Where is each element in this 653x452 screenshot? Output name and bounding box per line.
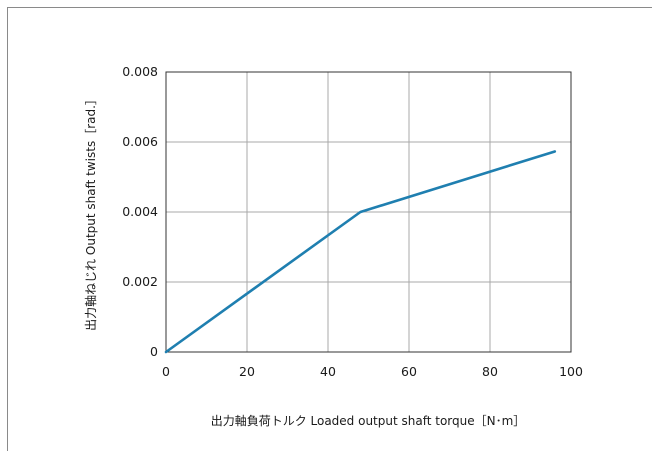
x-tick-label: 100 bbox=[559, 364, 583, 379]
x-tick-label: 80 bbox=[482, 364, 498, 379]
series-lines bbox=[164, 150, 557, 354]
plot-area bbox=[165, 71, 572, 353]
x-tick-label: 60 bbox=[401, 364, 417, 379]
y-tick-label: 0.004 bbox=[122, 204, 158, 219]
x-axis-ticks: 0 20 40 60 80 100 bbox=[162, 364, 583, 379]
x-axis-label: 出力軸負荷トルク Loaded output shaft torque［N･m］ bbox=[211, 414, 526, 428]
y-tick-label: 0.008 bbox=[122, 64, 158, 79]
x-tick-label: 0 bbox=[162, 364, 170, 379]
series-line bbox=[164, 150, 557, 354]
y-tick-label: 0.002 bbox=[122, 274, 158, 289]
y-axis-ticks: 0 0.002 0.004 0.006 0.008 bbox=[122, 64, 158, 359]
y-axis-label: 出力軸ねじれ Output shaft twists［rad.］ bbox=[84, 93, 98, 331]
x-tick-label: 20 bbox=[239, 364, 255, 379]
y-tick-label: 0.006 bbox=[122, 134, 158, 149]
figure-frame bbox=[7, 7, 652, 451]
y-tick-label: 0 bbox=[150, 344, 158, 359]
x-tick-label: 40 bbox=[320, 364, 336, 379]
grid bbox=[166, 72, 571, 352]
